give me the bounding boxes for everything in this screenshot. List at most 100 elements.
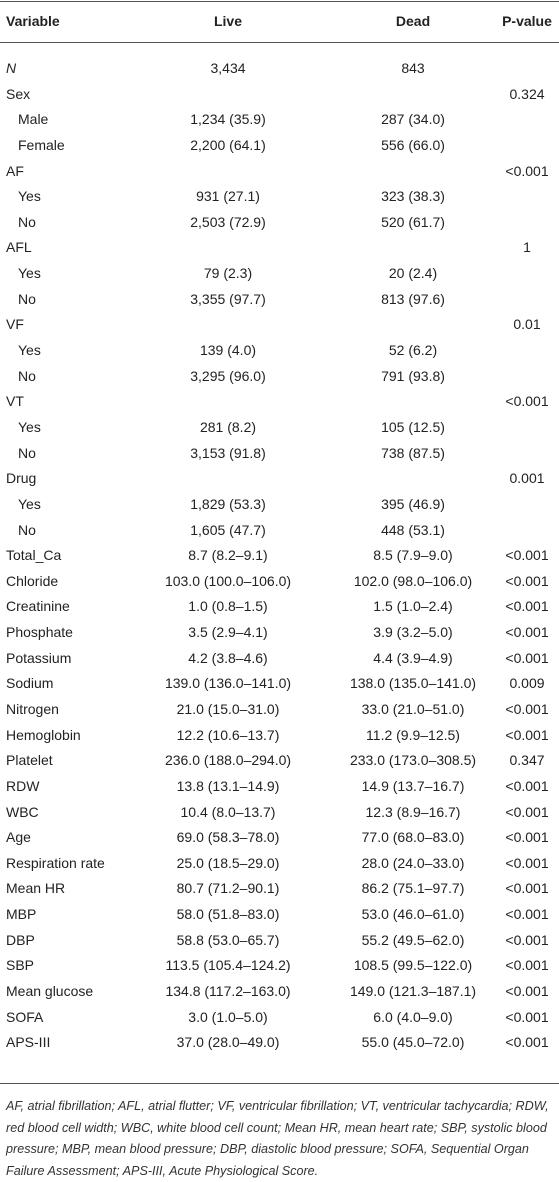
row-label: DBP xyxy=(6,931,35,948)
p-value-cell: 0.001 xyxy=(509,470,545,487)
live-cell: 139 (4.0) xyxy=(199,342,257,359)
p-value-cell: <0.001 xyxy=(505,829,549,846)
row-label: No xyxy=(18,213,36,230)
live-cell: 37.0 (28.0–49.0) xyxy=(176,1034,280,1051)
dead-cell: 52 (6.2) xyxy=(388,342,438,359)
row-label: Yes xyxy=(18,188,41,205)
column-header: P-value xyxy=(502,13,552,29)
row-label: Sodium xyxy=(6,675,54,692)
live-cell: 3,355 (97.7) xyxy=(190,290,266,307)
row-label: APS-III xyxy=(6,1034,51,1051)
p-value-cell: <0.001 xyxy=(505,1008,549,1025)
dead-cell: 3.9 (3.2–5.0) xyxy=(373,624,453,641)
p-value-cell: <0.001 xyxy=(505,906,549,923)
live-cell: 3,295 (96.0) xyxy=(190,367,266,384)
row-label: Male xyxy=(18,111,49,128)
p-value-cell: 0.324 xyxy=(509,85,545,102)
live-cell: 103.0 (100.0–106.0) xyxy=(164,572,292,589)
p-value-cell: <0.001 xyxy=(505,1034,549,1051)
live-cell: 931 (27.1) xyxy=(196,188,260,205)
row-label: SBP xyxy=(6,957,35,974)
dead-cell: 813 (97.6) xyxy=(381,290,445,307)
dead-cell: 55.0 (45.0–72.0) xyxy=(361,1034,465,1051)
dead-cell: 323 (38.3) xyxy=(381,188,445,205)
row-label: No xyxy=(18,521,36,538)
p-value-cell: <0.001 xyxy=(505,983,549,1000)
p-value-cell: <0.001 xyxy=(505,701,549,717)
live-cell: 13.8 (13.1–14.9) xyxy=(176,777,280,794)
p-value-cell: 0.347 xyxy=(509,752,545,769)
live-cell: 1.0 (0.8–1.5) xyxy=(188,598,268,615)
p-value-cell: <0.001 xyxy=(505,803,549,820)
live-cell: 79 (2.3) xyxy=(203,265,253,282)
dead-cell: 53.0 (46.0–61.0) xyxy=(361,906,465,923)
dead-cell: 105 (12.5) xyxy=(381,418,445,435)
live-cell: 3.0 (1.0–5.0) xyxy=(188,1008,268,1025)
row-label: SOFA xyxy=(6,1008,44,1025)
live-cell: 134.8 (117.2–163.0) xyxy=(165,983,291,1000)
column-header: Live xyxy=(213,13,243,29)
p-value-cell: <0.001 xyxy=(505,547,549,564)
live-cell: 21.0 (15.0–31.0) xyxy=(176,701,280,717)
live-cell: 281 (8.2) xyxy=(199,418,257,435)
dead-cell: 6.0 (4.0–9.0) xyxy=(373,1008,453,1025)
dead-cell: 11.2 (9.9–12.5) xyxy=(366,726,460,743)
dead-cell: 448 (53.1) xyxy=(381,521,445,538)
row-label: Age xyxy=(6,829,31,846)
p-value-cell: <0.001 xyxy=(505,649,549,666)
p-value-cell: <0.001 xyxy=(505,162,549,179)
p-value-cell: <0.001 xyxy=(505,854,549,871)
live-cell: 58.0 (51.8–83.0) xyxy=(176,906,280,923)
live-cell: 1,234 (35.9) xyxy=(190,111,266,128)
dead-cell: 738 (87.5) xyxy=(381,444,445,461)
dead-cell: 138.0 (135.0–141.0) xyxy=(349,675,477,692)
dead-cell: 28.0 (24.0–33.0) xyxy=(361,854,465,871)
live-cell: 3.5 (2.9–4.1) xyxy=(188,624,268,641)
p-value-cell: 0.009 xyxy=(509,675,545,692)
bottom-rule xyxy=(0,1083,559,1084)
live-cell: 4.2 (3.8–4.6) xyxy=(188,649,268,666)
dead-cell: 791 (93.8) xyxy=(381,367,445,384)
p-value-cell: <0.001 xyxy=(505,572,549,589)
row-label: Yes xyxy=(18,418,41,435)
dead-cell: 108.5 (99.5–122.0) xyxy=(353,957,473,974)
live-cell: 69.0 (58.3–78.0) xyxy=(176,829,280,846)
live-cell: 113.5 (105.4–124.2) xyxy=(165,957,291,974)
column-header: Dead xyxy=(395,13,431,29)
row-label: N xyxy=(6,60,17,76)
row-label: Total_Ca xyxy=(6,547,62,564)
p-value-cell: <0.001 xyxy=(505,624,549,641)
column-header: Variable xyxy=(6,13,60,29)
row-label: VF xyxy=(6,316,24,333)
p-value-cell: <0.001 xyxy=(505,598,549,615)
live-cell: 1,829 (53.3) xyxy=(190,495,266,512)
top-rule xyxy=(0,1,559,2)
row-label: Chloride xyxy=(6,572,59,589)
live-cell: 10.4 (8.0–13.7) xyxy=(180,803,276,820)
dead-cell: 55.2 (49.5–62.0) xyxy=(361,931,465,948)
p-value-cell: 1 xyxy=(523,239,531,256)
row-label: VT xyxy=(6,393,24,410)
p-value-cell: <0.001 xyxy=(505,393,549,410)
live-cell: 2,200 (64.1) xyxy=(190,136,266,153)
dead-cell: 556 (66.0) xyxy=(381,136,445,153)
row-label: Platelet xyxy=(6,752,53,769)
row-label: Yes xyxy=(18,342,41,359)
p-value-cell: <0.001 xyxy=(505,957,549,974)
dead-cell: 233.0 (173.0–308.5) xyxy=(349,752,477,769)
dead-cell: 4.4 (3.9–4.9) xyxy=(373,649,453,666)
row-label: No xyxy=(18,367,36,384)
row-label: Creatinine xyxy=(6,598,70,615)
dead-cell: 395 (46.9) xyxy=(381,495,445,512)
live-cell: 25.0 (18.5–29.0) xyxy=(176,854,280,871)
live-cell: 8.7 (8.2–9.1) xyxy=(188,547,268,564)
row-label: No xyxy=(18,290,36,307)
p-value-cell: <0.001 xyxy=(505,931,549,948)
p-value-cell: 0.01 xyxy=(513,316,541,333)
live-cell: 80.7 (71.2–90.1) xyxy=(176,880,280,897)
p-value-cell: <0.001 xyxy=(505,880,549,897)
row-label: MBP xyxy=(6,906,37,923)
row-label: Hemoglobin xyxy=(6,726,81,743)
row-label: Yes xyxy=(18,265,41,282)
